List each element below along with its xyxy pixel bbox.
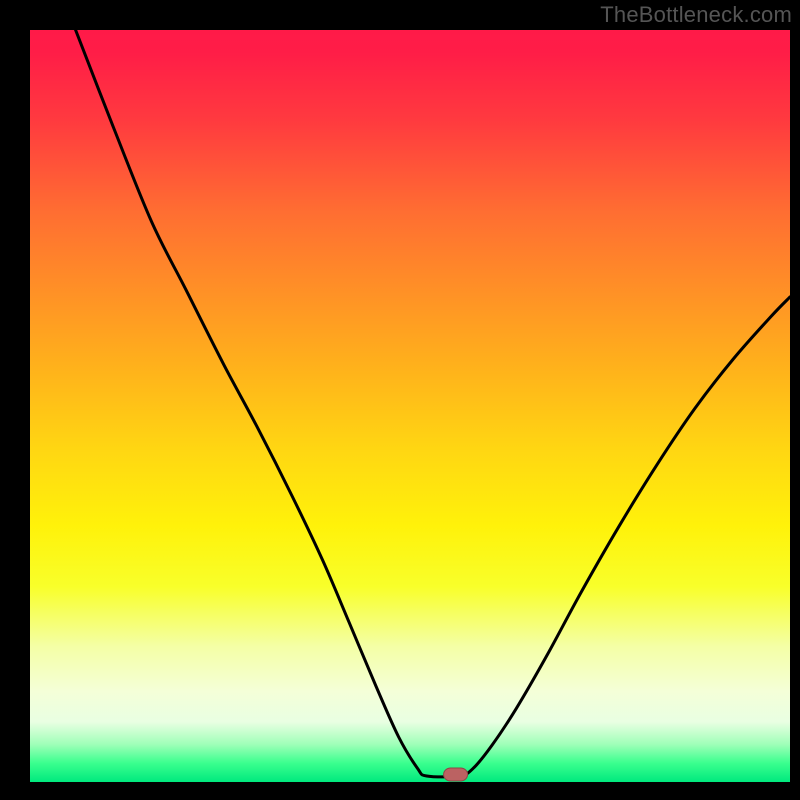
chart-frame: TheBottleneck.com [0,0,800,800]
min-bottleneck-marker [444,768,468,781]
watermark-text: TheBottleneck.com [600,2,792,28]
bottleneck-curve-chart [0,0,800,800]
plot-gradient-area [30,30,790,782]
